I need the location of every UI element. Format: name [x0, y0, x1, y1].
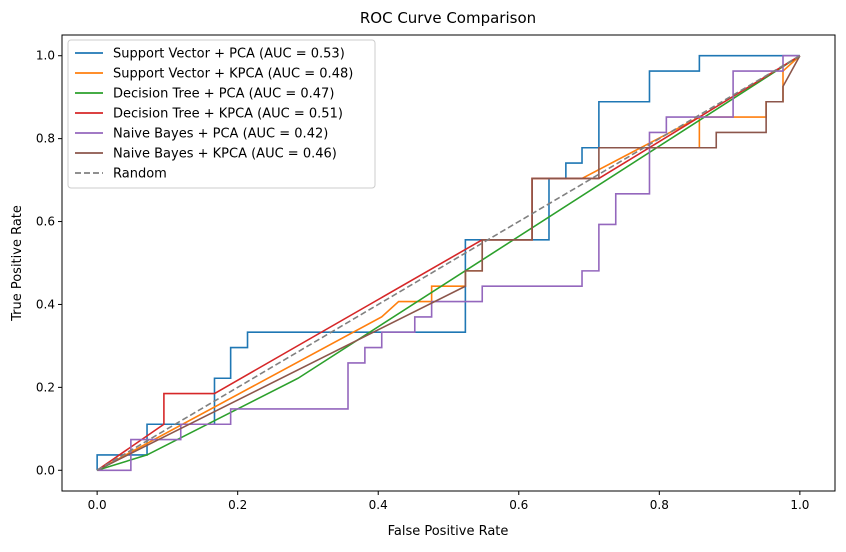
y-tick-label: 0.8 [36, 132, 55, 146]
series-line-6 [96, 55, 801, 471]
y-axis-label: True Positive Rate [10, 205, 25, 322]
y-tick-label: 0.6 [36, 215, 55, 229]
y-tick-label: 0.2 [36, 380, 55, 394]
legend-label: Decision Tree + KPCA (AUC = 0.51) [113, 107, 343, 122]
series-line-3 [96, 55, 801, 472]
legend-label: Random [113, 167, 167, 182]
legend-label: Decision Tree + PCA (AUC = 0.47) [113, 87, 334, 102]
y-tick-label: 0.0 [36, 463, 55, 477]
legend-label: Support Vector + PCA (AUC = 0.53) [113, 47, 345, 62]
legend-label: Naive Bayes + PCA (AUC = 0.42) [113, 127, 328, 142]
legend-label: Naive Bayes + KPCA (AUC = 0.46) [113, 147, 337, 162]
x-tick-label: 0.0 [88, 498, 107, 512]
x-tick-label: 0.8 [650, 498, 669, 512]
x-tick-label: 0.4 [369, 498, 388, 512]
x-tick-label: 0.6 [509, 498, 528, 512]
series-layer [96, 54, 801, 472]
legend-box [67, 39, 376, 189]
x-tick-label: 0.2 [228, 498, 247, 512]
series-line-7 [96, 55, 801, 471]
legend: Support Vector + PCA (AUC = 0.53) Support… [67, 39, 376, 189]
series-line-5 [97, 54, 800, 472]
chart-title: ROC Curve Comparison [360, 9, 536, 27]
axes: 0.0 0.2 0.4 0.6 0.8 1.0 0.0 0.2 0.4 0.6 0.8 1.0 [36, 34, 836, 512]
legend-label: Support Vector + KPCA (AUC = 0.48) [113, 67, 353, 82]
y-tick-label: 0.4 [36, 297, 55, 311]
y-tick-label: 1.0 [36, 49, 55, 63]
plot-frame [61, 34, 836, 492]
x-axis-label: False Positive Rate [388, 524, 509, 539]
x-tick-label: 1.0 [790, 498, 809, 512]
